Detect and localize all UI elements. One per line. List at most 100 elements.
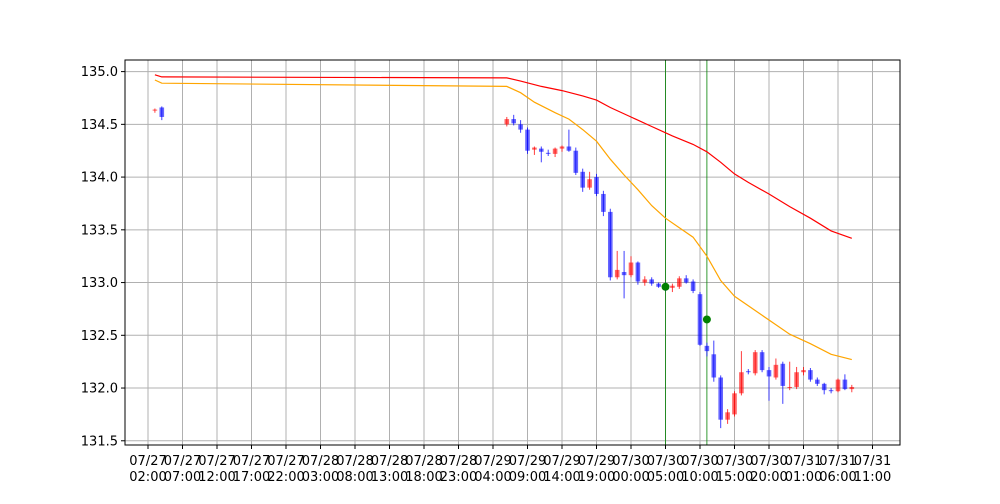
marker-layer: [661, 282, 711, 324]
x-tick-date-label: 07/27: [267, 454, 304, 469]
candle-body: [539, 148, 544, 152]
candle-up: [725, 409, 730, 424]
candle-body: [559, 146, 565, 149]
candle-up: [677, 276, 682, 289]
x-tick-time-label: 09:00: [509, 470, 546, 485]
candle-body: [732, 393, 737, 415]
candle-body: [842, 379, 848, 390]
candle-down: [704, 342, 710, 357]
y-tick-label: 134.0: [81, 171, 118, 186]
candle-body: [835, 379, 841, 392]
x-tick-time-label: 00:00: [612, 470, 649, 485]
candle-body: [794, 372, 799, 387]
candle-down: [718, 375, 723, 429]
candle-body: [518, 124, 523, 130]
candle-down: [608, 208, 613, 281]
y-tick-label: 131.5: [81, 434, 118, 449]
candle-down: [518, 120, 523, 133]
candle-body: [718, 377, 723, 420]
candle-body: [504, 119, 510, 125]
candle-up: [739, 351, 744, 396]
x-tick-date-label: 07/30: [750, 454, 787, 469]
candle-down: [828, 388, 834, 394]
candle-body: [594, 177, 599, 194]
candle-up: [152, 108, 158, 113]
x-tick-time-label: 15:00: [716, 470, 753, 485]
slow-moving-average-line: [154, 74, 853, 239]
candle-up: [849, 384, 855, 393]
candle-down: [766, 366, 772, 401]
candle-up: [773, 358, 779, 380]
candle-body: [621, 272, 627, 276]
candle-down: [746, 369, 751, 375]
candle-body: [642, 279, 648, 283]
candle-down: [697, 292, 703, 346]
candle-up: [670, 283, 675, 293]
candle-body: [690, 281, 696, 291]
candle-body: [552, 148, 558, 154]
vertical-line-layer: [665, 60, 708, 445]
candle-down: [711, 340, 717, 382]
axis-layer: 131.5 132.0 132.5 133.0 133.5 134.0 134.5 135.0…: [81, 65, 891, 485]
candle-down: [573, 147, 579, 175]
candle-down: [621, 250, 627, 299]
candle-down: [159, 106, 165, 121]
candle-down: [580, 168, 585, 192]
candle-up: [559, 145, 565, 152]
candle-up: [752, 350, 758, 376]
candle-down: [566, 129, 572, 152]
grid-layer: [125, 60, 900, 445]
y-tick-label: 135.0: [81, 65, 118, 80]
x-tick-time-label: 10:00: [681, 470, 718, 485]
x-tick-date-label: 07/31: [785, 454, 822, 469]
candle-body: [828, 390, 834, 392]
candle-body: [601, 193, 606, 212]
candle-down: [545, 149, 551, 156]
candle-down: [601, 190, 606, 217]
candle-up: [587, 171, 592, 190]
candle-down: [539, 146, 544, 163]
candle-body: [649, 279, 654, 284]
x-tick-time-label: 13:00: [371, 470, 408, 485]
y-tick-label: 132.5: [81, 329, 118, 344]
candle-down: [690, 279, 696, 294]
candle-body: [532, 147, 537, 150]
x-tick-time-label: 23:00: [440, 470, 477, 485]
candle-body: [759, 352, 765, 371]
candle-body: [711, 354, 717, 378]
candle-body: [787, 386, 792, 389]
x-tick-time-label: 19:00: [578, 470, 615, 485]
candle-up: [504, 116, 510, 127]
candle-down: [683, 275, 689, 284]
candle-down: [594, 173, 599, 197]
signal-marker: [661, 282, 670, 291]
candle-body: [739, 372, 744, 394]
candle-body: [746, 371, 751, 373]
candle-body: [801, 370, 806, 373]
candle-up: [732, 391, 737, 417]
candle-body: [587, 179, 592, 188]
candle-body: [159, 107, 165, 117]
y-tick-label: 133.0: [81, 276, 118, 291]
x-tick-date-label: 07/28: [371, 454, 408, 469]
candle-body: [670, 285, 675, 288]
x-tick-time-label: 07:00: [164, 470, 201, 485]
candle-up: [614, 250, 620, 280]
candle-down: [649, 277, 654, 286]
candle-body: [545, 152, 551, 154]
x-tick-date-label: 07/29: [474, 454, 511, 469]
candle-body: [580, 171, 585, 188]
candle-body: [566, 146, 572, 151]
candle-layer: [152, 106, 855, 429]
candle-up: [642, 276, 648, 286]
candle-down: [525, 127, 530, 154]
candle-body: [573, 150, 579, 173]
y-tick-label: 133.5: [81, 223, 118, 238]
candle-body: [635, 262, 641, 282]
candle-body: [683, 278, 689, 283]
x-tick-date-label: 07/27: [164, 454, 201, 469]
candle-body: [752, 352, 758, 374]
signal-marker: [702, 315, 711, 324]
